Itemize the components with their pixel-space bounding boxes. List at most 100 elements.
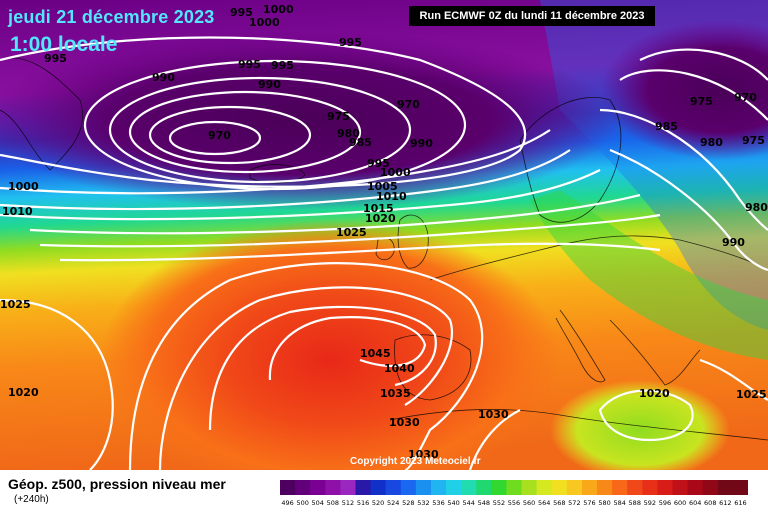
- legend-value-label: 572: [568, 499, 580, 507]
- legend-value-label: 592: [644, 499, 656, 507]
- isobar-975: [148, 105, 312, 165]
- forecast-date: jeudi 21 décembre 2023: [8, 7, 215, 27]
- isobar-label: 1030: [408, 448, 439, 461]
- balkans-coast: [609, 319, 701, 386]
- legend-swatch: [310, 480, 326, 495]
- legend-swatch: [385, 480, 402, 495]
- legend-swatch: [370, 480, 387, 495]
- model-run-info: Run ECMWF 0Z du lundi 11 décembre 2023: [409, 6, 655, 26]
- isobar-label: 985: [655, 120, 678, 133]
- isobar-label: 990: [152, 71, 175, 84]
- isobar-985: [108, 76, 412, 184]
- legend-value-label: 508: [327, 499, 339, 507]
- legend-swatch: [702, 480, 719, 495]
- legend-value-label: 528: [402, 499, 414, 507]
- isobar-995: [0, 36, 527, 188]
- isobar-1045: [268, 316, 427, 381]
- isobar-label: 990: [410, 137, 433, 150]
- legend-value-label: 600: [674, 499, 686, 507]
- isobar-label: 1000: [249, 16, 280, 29]
- isobar-label: 1015: [363, 202, 394, 215]
- legend-value-label: 560: [523, 499, 535, 507]
- legend-swatch: [566, 480, 583, 495]
- legend-value-label: 540: [447, 499, 459, 507]
- isobar-label: 1025: [0, 298, 31, 311]
- isobar-label: 1010: [376, 190, 407, 203]
- isobar-1025-west: [0, 298, 114, 470]
- isobar-east-990: [609, 148, 768, 272]
- isobar-1005: [0, 149, 571, 211]
- legend-value-label: 576: [583, 499, 595, 507]
- legend-value-label: 608: [704, 499, 716, 507]
- forecast-local-time: 1:00 locale: [10, 33, 118, 56]
- legend-value-label: 504: [312, 499, 324, 507]
- isobar-label: 970: [734, 91, 757, 104]
- isobar-label: 970: [397, 98, 420, 111]
- legend-value-label: 536: [432, 499, 444, 507]
- legend-swatch: [295, 480, 311, 495]
- legend-swatch: [476, 480, 492, 495]
- isobar-label: 1005: [367, 180, 398, 193]
- isobar-label: 1040: [384, 362, 415, 375]
- isobar-label: 975: [690, 95, 713, 108]
- map-parameter-title: Géop. z500, pression niveau mer: [8, 476, 226, 492]
- forecast-lead-time: (+240h): [14, 494, 49, 505]
- italy-coast: [555, 309, 606, 383]
- coastlines: [0, 57, 768, 441]
- legend-swatch: [325, 480, 341, 495]
- legend-value-label: 596: [659, 499, 671, 507]
- legend-swatch: [581, 480, 598, 495]
- legend-swatch: [400, 480, 417, 495]
- eastern-green-band: [530, 190, 768, 360]
- isobar-label: 1045: [360, 347, 391, 360]
- isobar-1015: [29, 193, 641, 235]
- pressure-map: 995 1000 1000 995 995 995 990 990 970 97…: [0, 0, 768, 470]
- legend-value-label: 500: [296, 499, 308, 507]
- north-africa-coast: [389, 409, 768, 441]
- isobar-1020: [39, 213, 661, 248]
- isobar-label: 1020: [365, 212, 396, 225]
- isobar-label: 1030: [478, 408, 509, 421]
- isobar-label: 995: [238, 58, 261, 71]
- legend-swatch: [597, 480, 613, 495]
- color-scale-legend: 496 500 504 508 512 516 520 524 528 532 536 540 544 5…: [280, 480, 748, 507]
- scandinavia-coast: [519, 97, 622, 223]
- legend-swatch: [491, 480, 507, 495]
- isobar-label: 1020: [639, 387, 670, 400]
- isobar-label: 980: [337, 127, 360, 140]
- isobar-980: [128, 90, 362, 174]
- legend-swatch: [657, 480, 674, 495]
- legend-value-label: 580: [598, 499, 610, 507]
- legend-value-label: 512: [342, 499, 354, 507]
- legend-swatch: [717, 480, 734, 495]
- legend-swatch: [340, 480, 356, 495]
- legend-value-label: 564: [538, 499, 550, 507]
- legend-value-label: 524: [387, 499, 399, 507]
- legend-value-label: 612: [719, 499, 731, 507]
- legend-swatch: [627, 480, 643, 495]
- isobar-label: 1000: [380, 166, 411, 179]
- legend-swatch: [536, 480, 553, 495]
- isobar-label: 995: [339, 36, 362, 49]
- isobar-label: 1030: [389, 416, 420, 429]
- legend-value-label: 516: [357, 499, 369, 507]
- legend-swatch: [461, 480, 477, 495]
- legend-value-label: 520: [372, 499, 384, 507]
- legend-swatch: [687, 480, 704, 495]
- isobar-label: 975: [327, 110, 350, 123]
- isobars: [0, 36, 768, 470]
- isobar-970-core: [168, 120, 262, 156]
- legend-value-label: 604: [689, 499, 701, 507]
- isobar-1030: [128, 262, 484, 470]
- isobar-label: 1000: [263, 3, 294, 16]
- isobar-1035: [158, 286, 453, 470]
- legend-swatch: [732, 480, 748, 495]
- isobar-label: 995: [44, 52, 67, 65]
- isobar-1000: [0, 129, 551, 195]
- legend-value-label: 496: [281, 499, 293, 507]
- isobar-label: 980: [700, 136, 723, 149]
- british-isles-coast: [397, 214, 429, 269]
- legend-swatch: [521, 480, 538, 495]
- legend-swatch: [430, 480, 447, 495]
